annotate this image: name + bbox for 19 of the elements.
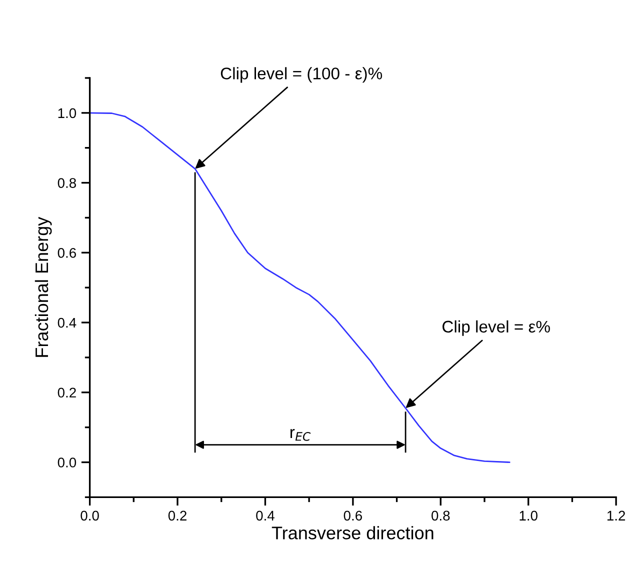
- x-tick-label: 0.2: [168, 510, 186, 521]
- annotation: Clip level = ε%: [442, 320, 550, 336]
- x-tick-label: 0.6: [344, 510, 362, 521]
- x-tick-label: 0.4: [256, 510, 274, 521]
- x-tick-label: 0.0: [80, 510, 99, 521]
- x-tick-label: 1.0: [520, 510, 538, 521]
- y-tick-label: 0.4: [58, 318, 76, 328]
- y-tick-label: 0.2: [58, 388, 76, 398]
- annotation: r$_{EC}$: [290, 428, 311, 441]
- line-series: [90, 112, 510, 463]
- x-tick-label: 0.8: [432, 510, 450, 521]
- y-tick-label: 0.8: [58, 178, 76, 188]
- annotation: Clip level = (100 - ε)%: [220, 67, 382, 83]
- x-tick-label: 1.2: [607, 510, 626, 520]
- x-axis-title: Transverse direction: [272, 526, 434, 540]
- y-tick-label: 0.0: [58, 458, 76, 468]
- y-tick-label: 0.6: [58, 248, 76, 258]
- y-axis-title: Fractional Energy: [34, 216, 52, 357]
- y-tick-label: 1.0: [58, 108, 76, 118]
